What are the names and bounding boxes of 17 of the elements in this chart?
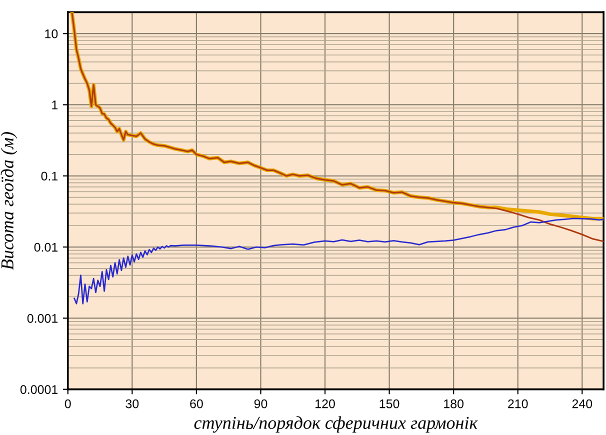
x-tick-label: 210	[508, 399, 528, 408]
y-tick-label: 1	[52, 100, 58, 110]
x-tick-label: 0	[64, 399, 71, 408]
x-axis-title: ступінь/порядок сферичних гармонік	[194, 416, 478, 433]
x-tick-label: 240	[572, 399, 592, 408]
y-tick-label: 0.001	[27, 314, 58, 323]
y-tick-label: 0.0001	[20, 385, 58, 394]
y-axis-title: Висота геоїда (м)	[0, 132, 18, 270]
x-tick-label: 90	[254, 399, 268, 408]
x-tick-label: 150	[380, 399, 400, 408]
x-tick-label: 60	[190, 399, 203, 408]
x-tick-label: 180	[444, 399, 464, 408]
y-tick-label: 10	[45, 29, 58, 38]
y-tick-label: 0.1	[41, 172, 58, 181]
x-tick-label: 30	[126, 399, 139, 408]
y-tick-label: 0.01	[34, 242, 58, 252]
x-tick-label: 120	[316, 399, 335, 408]
